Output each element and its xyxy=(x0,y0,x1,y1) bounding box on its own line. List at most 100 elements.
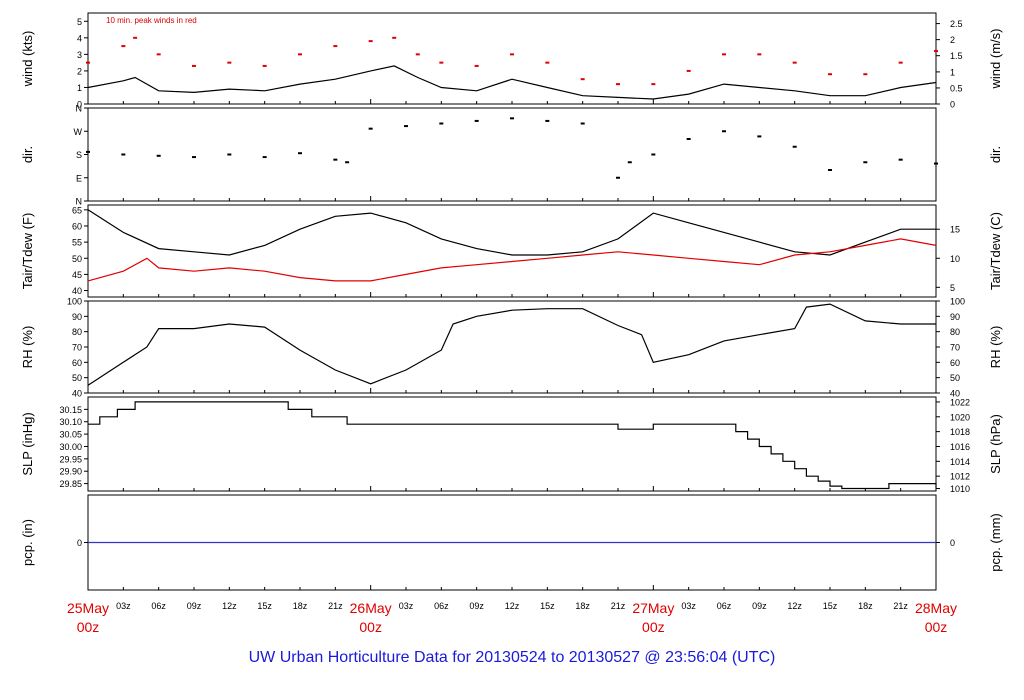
rh-ytick-right-label: 50 xyxy=(950,373,960,383)
dir-point xyxy=(510,117,514,120)
dir-point xyxy=(345,161,350,164)
slp-ytick-label: 30.05 xyxy=(59,430,82,440)
x-hour-label: 09z xyxy=(469,601,484,611)
dir-point xyxy=(227,153,232,156)
slp-frame xyxy=(87,396,937,492)
wind-ytick-right-label: 2.5 xyxy=(950,19,963,29)
wind-point xyxy=(545,61,550,64)
wind-ytick-label: 4 xyxy=(77,33,82,43)
temp-series-line-1 xyxy=(87,238,937,282)
wind-point xyxy=(227,61,232,64)
x-hour-label: 03z xyxy=(399,601,414,611)
x-hour-label: 06z xyxy=(717,601,732,611)
rh-ytick-right-label: 40 xyxy=(950,389,960,399)
wind-point xyxy=(474,64,479,67)
slp-ylabel-right: SLP (hPa) xyxy=(988,414,1003,474)
dir-point xyxy=(651,153,656,156)
wind-point xyxy=(192,64,196,67)
rh-ytick-right-label: 100 xyxy=(950,297,965,307)
wind-ytick-right-label: 0.5 xyxy=(950,83,963,93)
wind-ylabel-right: wind (m/s) xyxy=(988,29,1003,90)
dir-point xyxy=(192,156,196,159)
dir-frame xyxy=(87,107,937,202)
wind-point xyxy=(580,78,585,81)
wind-point xyxy=(121,45,126,48)
slp-ylabel: SLP (inHg) xyxy=(20,412,35,475)
dir-point xyxy=(934,162,938,165)
slp-ytick-right-label: 1022 xyxy=(950,397,970,407)
wind-annotation: 10 min. peak winds in red xyxy=(106,16,197,25)
pcp-ylabel-right: pcp. (mm) xyxy=(988,513,1003,572)
dir-point xyxy=(898,158,903,161)
dir-point xyxy=(616,176,620,179)
rh-ytick-label: 70 xyxy=(72,343,82,353)
slp-ytick-right-label: 1014 xyxy=(950,457,970,467)
rh-ytick-right-label: 60 xyxy=(950,358,960,368)
temp-ytick-label: 65 xyxy=(72,205,82,215)
temp-ytick-label: 45 xyxy=(72,270,82,280)
dir-point xyxy=(580,122,585,125)
wind-point xyxy=(333,45,338,48)
wind-ytick-label: 5 xyxy=(77,17,82,27)
slp-ytick-label: 30.15 xyxy=(59,405,82,415)
wind-point xyxy=(415,53,420,56)
slp-ytick-label: 30.00 xyxy=(59,442,82,452)
rh-ylabel-right: RH (%) xyxy=(988,326,1003,369)
dir-point xyxy=(156,154,161,157)
pcp-ylabel: pcp. (in) xyxy=(20,519,35,566)
wind-ytick-label: 2 xyxy=(77,66,82,76)
dir-point xyxy=(627,161,632,164)
dir-ytick-label: W xyxy=(74,127,83,137)
x-day-label: 26May xyxy=(350,600,392,616)
wind-series-line-0 xyxy=(87,65,937,100)
slp-ytick-label: 30.10 xyxy=(59,417,82,427)
wind-point xyxy=(439,61,444,64)
x-hour-label: 09z xyxy=(187,601,202,611)
temp-ylabel: Tair/Tdew (F) xyxy=(20,213,35,290)
wind-ytick-right-label: 1.5 xyxy=(950,51,963,61)
dir-point xyxy=(863,161,868,164)
wind-ytick-label: 1 xyxy=(77,83,82,93)
wind-ytick-right-label: 2 xyxy=(950,35,955,45)
dir-point xyxy=(298,152,302,155)
dir-point xyxy=(86,150,90,153)
wind-ytick-label: 0 xyxy=(77,100,82,110)
wind-point xyxy=(651,83,656,86)
slp-ytick-label: 29.90 xyxy=(59,467,82,477)
temp-ytick-label: 50 xyxy=(72,254,82,264)
temp-ytick-label: 40 xyxy=(72,286,82,296)
pcp-ytick-right-label: 0 xyxy=(950,538,955,548)
dir-point xyxy=(757,135,762,138)
dir-point xyxy=(474,119,479,122)
wind-point xyxy=(898,61,903,64)
x-hour-label: 15z xyxy=(257,601,272,611)
dir-point xyxy=(792,145,797,148)
wind-point xyxy=(616,83,620,86)
wind-point xyxy=(133,36,138,39)
dir-point xyxy=(262,156,267,159)
rh-ytick-label: 60 xyxy=(72,358,82,368)
x-hour-label: 21z xyxy=(611,601,626,611)
rh-ytick-label: 40 xyxy=(72,389,82,399)
slp-ytick-right-label: 1020 xyxy=(950,412,970,422)
slp-ytick-label: 29.85 xyxy=(59,479,82,489)
x-hour-label: 18z xyxy=(858,601,873,611)
x-hour-label: 12z xyxy=(787,601,802,611)
slp-series-line-0 xyxy=(88,401,937,490)
dir-point xyxy=(404,125,408,128)
dir-ytick-label: N xyxy=(76,104,83,114)
temp-ylabel-right: Tair/Tdew (C) xyxy=(988,212,1003,290)
rh-ytick-right-label: 70 xyxy=(950,343,960,353)
x-day-sublabel: 00z xyxy=(925,619,948,635)
wind-point xyxy=(722,53,726,56)
wind-point xyxy=(686,69,691,72)
temp-ytick-right-label: 5 xyxy=(950,283,955,293)
dir-point xyxy=(722,130,726,133)
x-hour-label: 15z xyxy=(540,601,555,611)
wind-point xyxy=(757,53,762,56)
wind-point xyxy=(392,36,397,39)
dir-ylabel: dir. xyxy=(20,146,35,163)
dir-ytick-label: N xyxy=(76,197,83,207)
x-hour-label: 12z xyxy=(222,601,237,611)
